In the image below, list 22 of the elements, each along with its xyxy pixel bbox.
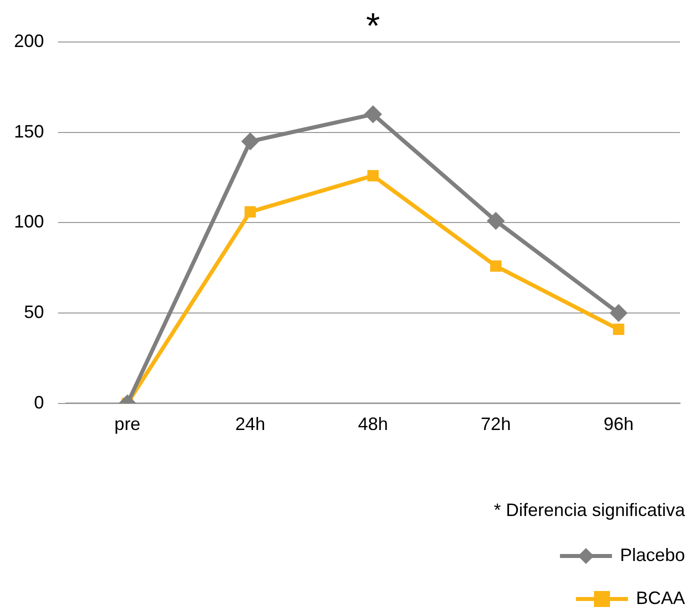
x-tick-label: pre <box>114 414 140 434</box>
y-tick-label: 100 <box>14 212 44 232</box>
y-tick-label: 50 <box>24 302 44 322</box>
point <box>367 170 379 182</box>
point <box>364 105 382 124</box>
annotation: * <box>366 4 380 46</box>
point <box>490 260 502 272</box>
text: * Diferencia significativa <box>494 500 686 520</box>
x-tick-label: 48h <box>358 414 388 434</box>
x-tick-label: 96h <box>604 414 634 434</box>
y-tick-label: 200 <box>14 30 44 51</box>
point <box>244 206 256 218</box>
point <box>241 132 260 150</box>
point <box>486 212 505 230</box>
point <box>610 304 628 322</box>
point <box>612 324 624 335</box>
legend-label: BCAA <box>636 588 686 608</box>
x-tick-label: 24h <box>235 414 266 434</box>
x-tick-label: 72h <box>480 414 511 434</box>
legend-label: Placebo <box>620 544 686 565</box>
y-tick-label: 0 <box>34 392 44 412</box>
y-tick-label: 150 <box>14 121 44 142</box>
